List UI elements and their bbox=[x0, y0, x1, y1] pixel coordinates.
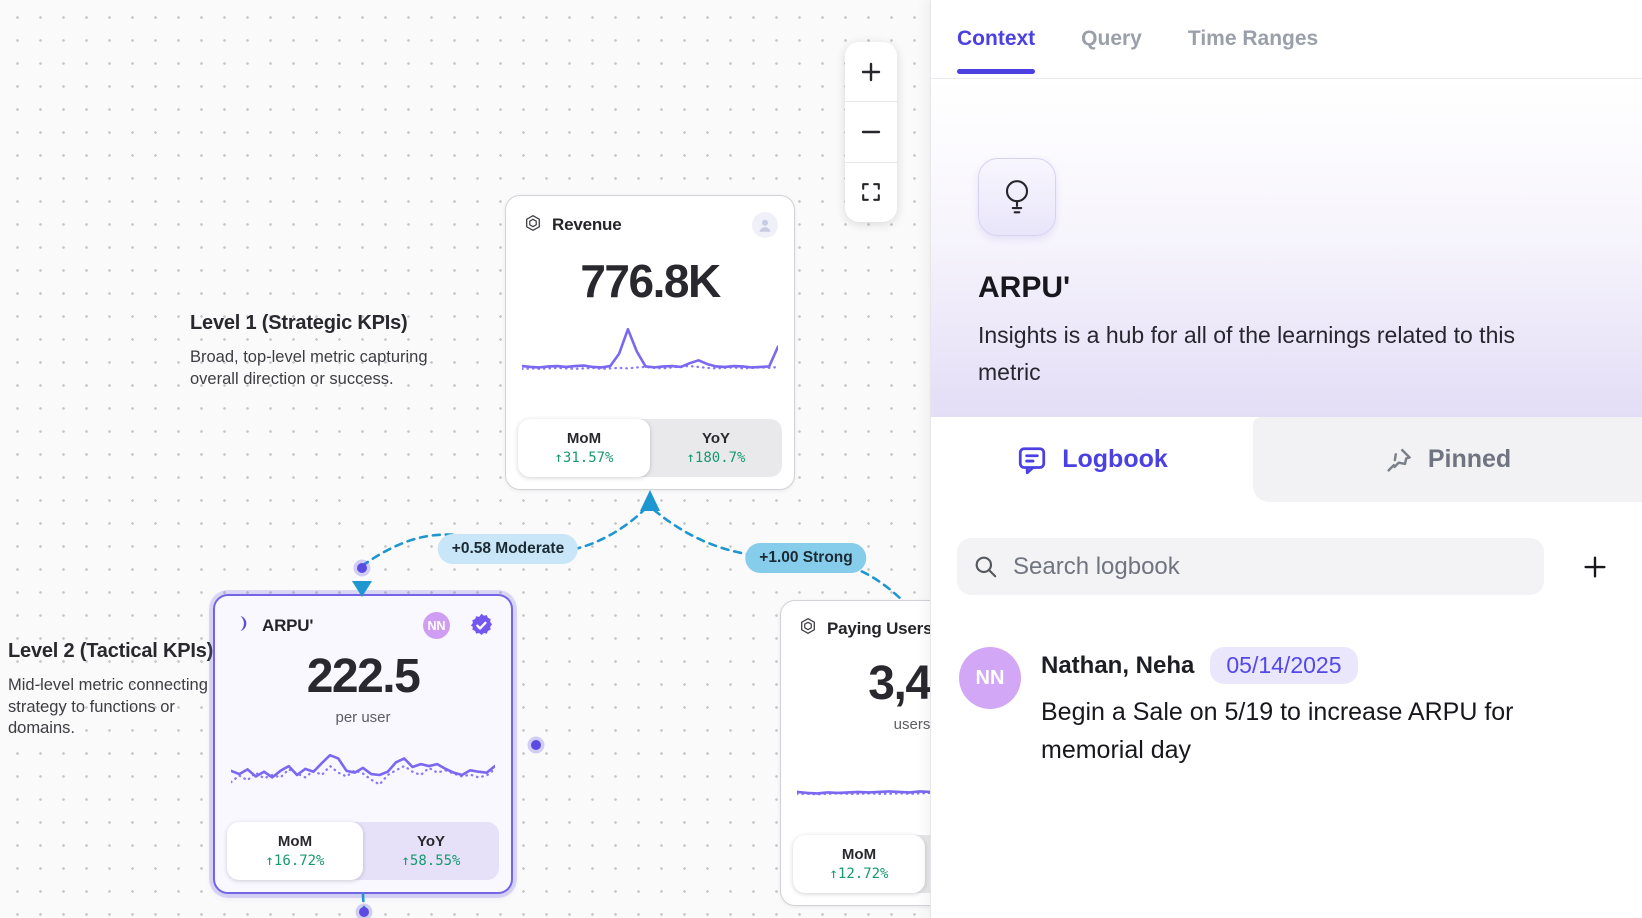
metric-card-revenue[interactable]: Revenue 776.8K MoM ↑31.57% YoY ↑180.7% bbox=[505, 195, 795, 490]
yoy-value: ↑58.55% bbox=[401, 853, 461, 869]
card-title: Revenue bbox=[552, 215, 622, 234]
arrowhead-up-icon bbox=[640, 490, 660, 511]
zoom-toolbar bbox=[845, 42, 897, 222]
level-1-title: Level 1 (Strategic KPIs) bbox=[190, 312, 408, 334]
level-2-description: Mid-level metric connecting strategy to … bbox=[8, 676, 208, 737]
mom-stat[interactable]: MoM ↑12.72% bbox=[793, 835, 925, 893]
plus-icon bbox=[1584, 555, 1606, 578]
metric-unit: users bbox=[893, 716, 931, 733]
tab-context[interactable]: Context bbox=[957, 0, 1036, 78]
tab-logbook-label: Logbook bbox=[1062, 445, 1168, 473]
crescent-metric-icon bbox=[233, 614, 252, 638]
yoy-label: YoY bbox=[701, 430, 731, 447]
node-handle-dot bbox=[359, 907, 369, 917]
avatar: NN bbox=[959, 647, 1021, 709]
mom-value: ↑31.57% bbox=[554, 450, 614, 466]
yoy-stat[interactable]: YoY ↑58.55% bbox=[363, 822, 499, 880]
logbook-entry[interactable]: NN Nathan, Neha 05/14/2025 Begin a Sale … bbox=[959, 647, 1616, 769]
yoy-label: YoY bbox=[416, 833, 446, 850]
logbook-chat-icon bbox=[1019, 446, 1046, 474]
search-input[interactable] bbox=[1013, 552, 1528, 581]
metric-value: 222.5 bbox=[306, 650, 421, 703]
tab-time-ranges[interactable]: Time Ranges bbox=[1187, 27, 1319, 50]
panel-tab-bar: Context Query Time Ranges bbox=[931, 0, 1642, 79]
mom-label: MoM bbox=[841, 846, 877, 863]
zoom-in-button[interactable] bbox=[845, 42, 897, 101]
collaborator-badge: NN bbox=[423, 612, 450, 639]
level-1-annotation: Level 1 (Strategic KPIs) Broad, top-leve… bbox=[190, 312, 440, 390]
logbook-pinned-tabs: Logbook Pinned bbox=[931, 417, 1642, 502]
search-icon bbox=[975, 556, 997, 577]
mom-value: ↑16.72% bbox=[265, 853, 325, 869]
zoom-out-button[interactable] bbox=[845, 101, 897, 161]
mom-stat[interactable]: MoM ↑31.57% bbox=[518, 419, 650, 477]
lightbulb-icon bbox=[1005, 180, 1029, 214]
node-handle-dot bbox=[531, 740, 541, 750]
plus-icon bbox=[861, 62, 881, 81]
mom-label: MoM bbox=[277, 833, 313, 850]
metric-description: Insights is a hub for all of the learnin… bbox=[978, 322, 1515, 385]
sparkline-chart bbox=[522, 322, 778, 376]
insights-tile bbox=[978, 158, 1056, 236]
metric-name: ARPU' bbox=[978, 271, 1071, 304]
metric-value: 776.8K bbox=[580, 255, 721, 307]
owner-avatar-icon bbox=[752, 212, 778, 238]
entry-text: Begin a Sale on 5/19 to increase ARPU fo… bbox=[1041, 698, 1514, 764]
tab-pinned-label: Pinned bbox=[1427, 445, 1512, 473]
stat-toggle-group: MoM ↑16.72% YoY ↑58.55% bbox=[227, 822, 499, 880]
hexagon-metric-icon bbox=[799, 617, 817, 640]
edge-arpu-down bbox=[361, 892, 367, 917]
pin-icon bbox=[1387, 448, 1411, 472]
mom-stat[interactable]: MoM ↑16.72% bbox=[227, 822, 363, 880]
card-title: Paying Users' bbox=[827, 618, 937, 638]
level-1-description: Broad, top-level metric capturing overal… bbox=[190, 348, 428, 388]
mom-label: MoM bbox=[566, 430, 602, 447]
fullscreen-icon bbox=[862, 183, 880, 202]
yoy-stat[interactable]: YoY ↑180.7% bbox=[650, 419, 782, 477]
metric-card-arpu[interactable]: ARPU' NN 222.5 per user MoM ↑16.72% YoY bbox=[213, 594, 513, 894]
metric-context-header: ARPU' Insights is a hub for all of the l… bbox=[931, 79, 1642, 417]
stat-toggle-group: MoM ↑31.57% YoY ↑180.7% bbox=[518, 419, 782, 477]
correlation-badge-moderate[interactable]: +0.58 Moderate bbox=[437, 534, 579, 564]
details-panel: Context Query Time Ranges ARPU' Insights… bbox=[930, 0, 1642, 918]
tab-logbook[interactable]: Logbook bbox=[931, 417, 1253, 502]
mom-value: ↑12.72% bbox=[829, 866, 889, 882]
entry-author: Nathan, Neha bbox=[1041, 651, 1195, 679]
entry-date-badge: 05/14/2025 bbox=[1210, 647, 1358, 684]
minus-icon bbox=[861, 130, 881, 134]
sparkline-chart bbox=[231, 740, 495, 794]
logbook-toolbar bbox=[957, 538, 1616, 595]
verified-check-icon bbox=[468, 612, 495, 639]
tab-pinned[interactable]: Pinned bbox=[1253, 417, 1642, 502]
level-2-annotation: Level 2 (Tactical KPIs) Mid-level metric… bbox=[8, 640, 238, 740]
node-handle-dot bbox=[357, 563, 367, 573]
tab-query[interactable]: Query bbox=[1081, 27, 1142, 50]
level-2-title: Level 2 (Tactical KPIs) bbox=[8, 640, 214, 662]
correlation-badge-strong[interactable]: +1.00 Strong bbox=[745, 543, 867, 573]
fit-view-button[interactable] bbox=[845, 161, 897, 222]
hexagon-metric-icon bbox=[524, 214, 542, 237]
yoy-value: ↑180.7% bbox=[686, 450, 746, 466]
metric-unit: per user bbox=[335, 709, 391, 726]
add-logbook-entry-button[interactable] bbox=[1574, 546, 1616, 588]
card-title: ARPU' bbox=[262, 615, 314, 635]
logbook-search[interactable] bbox=[957, 538, 1544, 595]
